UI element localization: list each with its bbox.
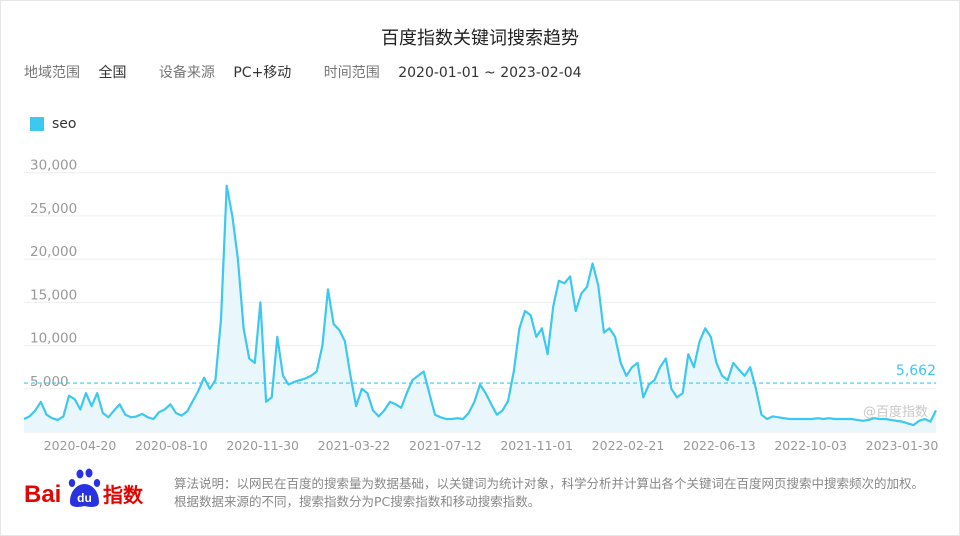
legend-label: seo — [52, 116, 77, 132]
logo-du-text: du — [77, 491, 92, 505]
paw-icon: du — [68, 468, 101, 507]
filter-bar: 地域范围 全国 设备来源 PC+移动 时间范围 2020-01-01 ~ 202… — [24, 62, 610, 82]
y-tick-label: 20,000 — [30, 244, 77, 260]
y-tick-label: 10,000 — [30, 331, 77, 347]
x-tick-label: 2020-04-20 — [44, 438, 117, 453]
x-tick-label: 2021-07-12 — [409, 438, 482, 453]
logo-bai-text: Bai — [24, 481, 61, 508]
region-label: 地域范围 — [24, 65, 80, 81]
x-tick-label: 2020-11-30 — [226, 438, 299, 453]
page-title: 百度指数关键词搜索趋势 — [381, 28, 579, 49]
legend[interactable]: seo — [30, 116, 76, 132]
x-tick-label: 2021-11-01 — [500, 438, 573, 453]
logo-index-text: 指数 — [103, 483, 144, 507]
x-tick-label: 2022-10-03 — [774, 438, 847, 453]
x-tick-label: 2021-03-22 — [318, 438, 391, 453]
device-label: 设备来源 — [158, 65, 215, 81]
time-value[interactable]: 2020-01-01 ~ 2023-02-04 — [398, 65, 582, 81]
x-tick-label: 2022-06-13 — [683, 438, 756, 453]
average-label: 5,662 — [896, 363, 936, 379]
x-tick-label: 2020-08-10 — [135, 438, 208, 453]
algorithm-note: 算法说明：以网民在百度的搜索量为数据基础，以关键词为统计对象，科学分析并计算出各… — [174, 476, 925, 509]
series-line — [23, 184, 937, 427]
series-area — [24, 185, 936, 432]
y-tick-label: 15,000 — [30, 287, 77, 303]
x-tick-label: 2022-02-21 — [592, 438, 665, 453]
y-tick-label: 30,000 — [30, 158, 77, 174]
device-value[interactable]: PC+移动 — [233, 65, 292, 81]
baidu-index-logo: Bai du 指数 — [24, 466, 154, 510]
legend-swatch — [30, 117, 44, 131]
y-tick-label: 5,000 — [30, 374, 69, 390]
x-tick-label: 2023-01-30 — [866, 438, 939, 453]
region-value[interactable]: 全国 — [98, 65, 127, 81]
watermark: @百度指数 — [863, 404, 928, 420]
time-label: 时间范围 — [323, 65, 380, 81]
baidu-logo-icon: Bai du 指数 — [24, 468, 144, 508]
y-tick-label: 25,000 — [30, 201, 77, 217]
